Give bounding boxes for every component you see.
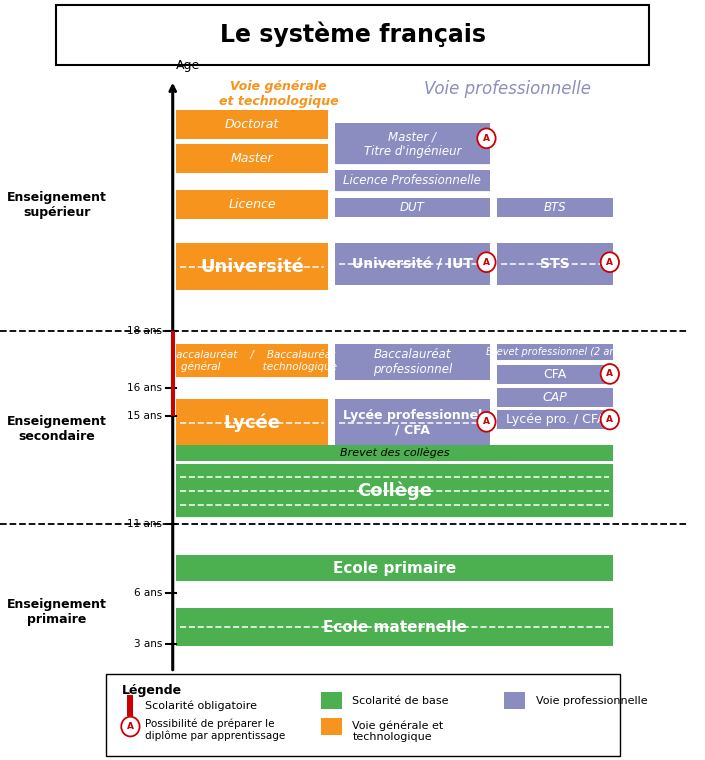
Text: Enseignement
primaire: Enseignement primaire bbox=[7, 598, 107, 625]
Text: BTS: BTS bbox=[544, 201, 567, 214]
Text: Université: Université bbox=[200, 258, 304, 276]
Text: Scolarité de base: Scolarité de base bbox=[352, 696, 449, 707]
Bar bbox=[176, 144, 328, 173]
Text: Baccalauréat
professionnel: Baccalauréat professionnel bbox=[373, 348, 452, 375]
Bar bbox=[127, 695, 133, 716]
Text: A: A bbox=[483, 134, 490, 143]
Bar bbox=[176, 464, 613, 518]
Circle shape bbox=[601, 252, 619, 272]
Circle shape bbox=[601, 410, 619, 429]
Text: Master /
Titre d'ingénieur: Master / Titre d'ingénieur bbox=[364, 130, 461, 158]
Bar bbox=[321, 718, 342, 735]
Bar bbox=[176, 243, 328, 290]
Circle shape bbox=[121, 717, 140, 736]
Circle shape bbox=[601, 364, 619, 384]
Text: Voie professionnelle: Voie professionnelle bbox=[536, 696, 647, 707]
Bar bbox=[176, 190, 328, 219]
Bar bbox=[321, 692, 342, 709]
Text: 16 ans: 16 ans bbox=[127, 382, 162, 393]
Text: Scolarité obligatoire: Scolarité obligatoire bbox=[145, 700, 257, 711]
Text: Voie générale et
technologique: Voie générale et technologique bbox=[352, 720, 443, 743]
Text: Voie générale
et technologique: Voie générale et technologique bbox=[219, 80, 338, 108]
Text: Enseignement
supérieur: Enseignement supérieur bbox=[7, 192, 107, 219]
Text: Légende: Légende bbox=[122, 684, 182, 697]
Text: Licence Professionnelle: Licence Professionnelle bbox=[343, 174, 482, 188]
Text: 3 ans: 3 ans bbox=[134, 639, 162, 650]
Text: 18 ans: 18 ans bbox=[127, 325, 162, 336]
Bar bbox=[497, 365, 613, 384]
Text: A: A bbox=[606, 369, 613, 378]
Text: Ecole maternelle: Ecole maternelle bbox=[323, 619, 467, 635]
Text: Lycée professionnel
/ CFA: Lycée professionnel / CFA bbox=[343, 409, 482, 436]
Bar bbox=[335, 198, 490, 217]
Text: Lycée: Lycée bbox=[223, 413, 281, 432]
Text: A: A bbox=[606, 415, 613, 424]
Text: A: A bbox=[127, 722, 134, 731]
Text: Age: Age bbox=[176, 59, 200, 72]
FancyBboxPatch shape bbox=[56, 5, 649, 65]
Bar bbox=[504, 692, 525, 709]
Text: DUT: DUT bbox=[400, 201, 425, 214]
Bar bbox=[176, 608, 613, 646]
Circle shape bbox=[477, 252, 496, 272]
Text: Baccalauréat    /    Baccalauréat
    général             technologique: Baccalauréat / Baccalauréat général tech… bbox=[168, 350, 336, 372]
Bar bbox=[335, 123, 490, 165]
Text: Doctorat: Doctorat bbox=[225, 118, 279, 131]
Text: Brevet professionnel (2 ans): Brevet professionnel (2 ans) bbox=[486, 347, 625, 357]
Circle shape bbox=[477, 128, 496, 148]
Text: A: A bbox=[483, 258, 490, 267]
Text: Ecole primaire: Ecole primaire bbox=[333, 561, 456, 575]
Bar bbox=[335, 399, 490, 446]
Bar bbox=[176, 110, 328, 139]
Text: Brevet des collèges: Brevet des collèges bbox=[340, 448, 450, 458]
Bar bbox=[176, 555, 613, 581]
Bar bbox=[176, 445, 613, 461]
Text: 6 ans: 6 ans bbox=[134, 587, 162, 598]
Bar bbox=[497, 388, 613, 407]
Text: 11 ans: 11 ans bbox=[127, 519, 162, 530]
Text: 15 ans: 15 ans bbox=[127, 411, 162, 422]
FancyBboxPatch shape bbox=[106, 674, 620, 756]
Circle shape bbox=[477, 412, 496, 432]
Bar bbox=[497, 344, 613, 360]
Text: Lycée pro. / CFA: Lycée pro. / CFA bbox=[505, 413, 605, 426]
Text: A: A bbox=[606, 258, 613, 267]
Text: CFA: CFA bbox=[544, 368, 567, 381]
Bar bbox=[497, 410, 613, 429]
Text: Université / IUT: Université / IUT bbox=[352, 257, 473, 271]
Text: Le système français: Le système français bbox=[219, 21, 486, 47]
Bar bbox=[497, 198, 613, 217]
Text: Possibilité de préparer le
diplôme par apprentissage: Possibilité de préparer le diplôme par a… bbox=[145, 718, 285, 741]
Bar bbox=[335, 344, 490, 380]
Text: CAP: CAP bbox=[543, 391, 568, 404]
Bar bbox=[335, 243, 490, 285]
Text: Enseignement
secondaire: Enseignement secondaire bbox=[7, 416, 107, 443]
Bar bbox=[497, 243, 613, 285]
Text: Collège: Collège bbox=[357, 482, 432, 500]
Bar bbox=[171, 331, 175, 416]
Bar bbox=[176, 399, 328, 446]
Text: Licence: Licence bbox=[228, 198, 276, 211]
Text: Voie professionnelle: Voie professionnelle bbox=[424, 80, 591, 98]
Bar bbox=[176, 344, 328, 378]
Bar bbox=[335, 170, 490, 192]
Text: A: A bbox=[483, 417, 490, 426]
Text: STS: STS bbox=[540, 257, 570, 271]
Text: Master: Master bbox=[231, 152, 274, 166]
